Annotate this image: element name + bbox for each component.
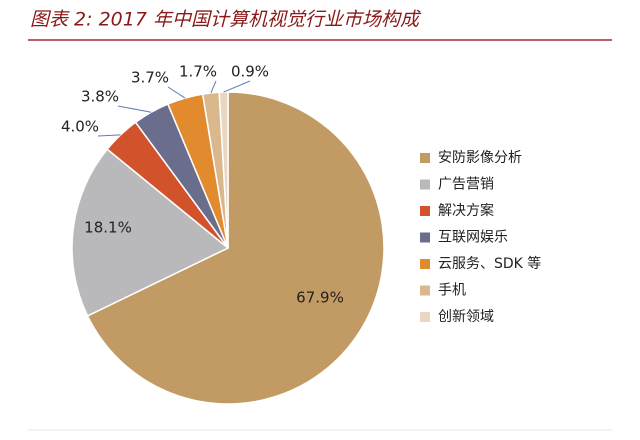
legend-label: 云服务、SDK 等 (438, 255, 541, 272)
data-label: 67.9% (296, 289, 344, 307)
data-label: 4.0% (61, 118, 99, 136)
legend-swatch (420, 206, 430, 216)
leader-line (167, 86, 186, 99)
pie-slice (86, 91, 385, 405)
leader-line (97, 134, 121, 137)
legend-label: 广告营销 (438, 177, 494, 193)
leader-line (117, 105, 152, 113)
legend-label: 手机 (438, 283, 466, 299)
leader-line (223, 80, 251, 93)
legend-swatch (420, 153, 430, 163)
leader-line (210, 80, 217, 94)
legend-swatch (420, 179, 430, 190)
data-label: 3.8% (81, 88, 119, 106)
data-label: 3.7% (131, 69, 169, 87)
legend-label: 创新领域 (438, 309, 494, 325)
legend-label: 安防影像分析 (438, 150, 522, 166)
legend-swatch (420, 232, 430, 243)
legend-swatch (420, 312, 430, 322)
legend-swatch (420, 259, 430, 269)
chart-title: 图表 2: 2017 年中国计算机视觉行业市场构成 (30, 9, 422, 31)
data-label: 1.7% (179, 63, 217, 81)
legend-label: 互联网娱乐 (438, 230, 508, 246)
legend-swatch (420, 285, 430, 296)
data-label: 0.9% (231, 63, 269, 81)
pie-slice (71, 148, 230, 317)
legend-label: 解决方案 (438, 202, 494, 219)
data-label: 18.1% (84, 219, 132, 237)
